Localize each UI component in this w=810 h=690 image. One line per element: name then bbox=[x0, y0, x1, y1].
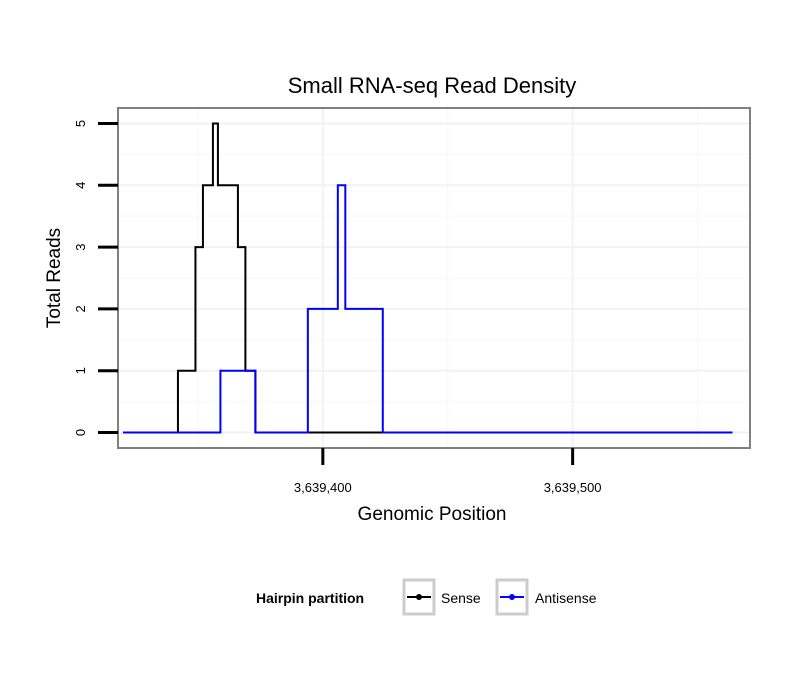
legend-key-dot-sense bbox=[416, 594, 422, 600]
y-tick-label-3: 3 bbox=[73, 243, 88, 250]
series-group bbox=[123, 122, 733, 434]
legend-title: Hairpin partition bbox=[256, 590, 364, 606]
legend-label-sense: Sense bbox=[441, 590, 481, 606]
plot-area bbox=[117, 107, 751, 449]
legend-key-dot-antisense bbox=[509, 594, 515, 600]
y-tick-label-2: 2 bbox=[73, 305, 88, 312]
x-tick-label-3639500: 3,639,500 bbox=[544, 480, 602, 495]
legend-label-antisense: Antisense bbox=[535, 590, 597, 606]
legend-item-sense[interactable]: Sense bbox=[402, 578, 481, 616]
chart-title: Small RNA-seq Read Density bbox=[288, 73, 577, 98]
y-tick-label-4: 4 bbox=[73, 182, 88, 189]
y-tick-label-0: 0 bbox=[73, 429, 88, 436]
series-line-antisense bbox=[123, 184, 733, 434]
y-tick-label-1: 1 bbox=[73, 367, 88, 374]
y-axis-title: Total Reads bbox=[44, 228, 65, 328]
grid-major bbox=[118, 108, 750, 448]
y-axis: 0 1 2 3 4 5 bbox=[73, 120, 118, 436]
x-tick-label-3639400: 3,639,400 bbox=[294, 480, 352, 495]
y-tick-label-5: 5 bbox=[73, 120, 88, 127]
legend-item-antisense[interactable]: Antisense bbox=[495, 578, 597, 616]
grid-minor bbox=[118, 108, 750, 448]
legend: Hairpin partition Sense Antisense bbox=[256, 578, 597, 616]
x-axis-title: Genomic Position bbox=[358, 504, 507, 525]
x-axis: 3,639,400 3,639,500 bbox=[294, 448, 602, 495]
plot-border bbox=[117, 107, 751, 449]
